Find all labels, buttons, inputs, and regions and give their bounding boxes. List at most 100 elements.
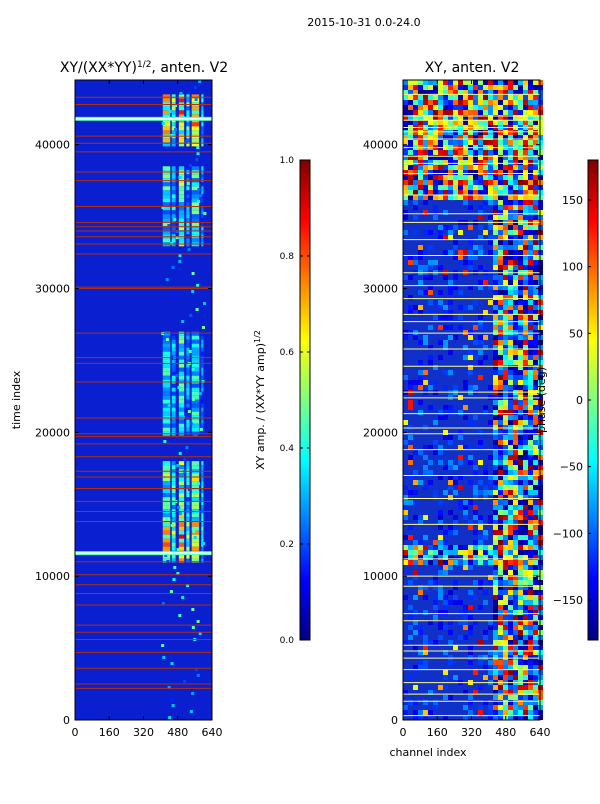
phase-cell — [513, 350, 518, 355]
phase-cell — [403, 150, 408, 155]
phase-cell — [453, 645, 458, 650]
amplitude-cell — [162, 214, 171, 219]
amplitude-cell — [186, 530, 190, 535]
phase-cell — [493, 525, 498, 530]
phase-cell — [533, 380, 538, 385]
phase-cell — [443, 225, 448, 230]
amplitude-cell — [171, 138, 176, 143]
amplitude-cell — [201, 546, 204, 551]
phase-cell — [418, 115, 423, 120]
phase-cell — [448, 105, 453, 110]
phase-cell — [433, 135, 438, 140]
phase-cell — [523, 490, 528, 495]
phase-cell — [498, 180, 503, 185]
phase-cell — [483, 170, 488, 175]
amplitude-speckle — [164, 554, 168, 557]
amplitude-cell — [178, 94, 185, 99]
phase-cell — [473, 490, 478, 495]
phase-cell — [493, 190, 498, 195]
phase-cell — [433, 185, 438, 190]
phase-cell — [523, 495, 528, 500]
phase-cell — [513, 130, 518, 135]
amplitude-cell — [178, 339, 185, 344]
phase-cell — [493, 380, 498, 385]
phase-cell — [503, 280, 508, 285]
phase-cell — [428, 480, 433, 485]
phase-cell — [488, 155, 493, 160]
phase-cell — [483, 130, 488, 135]
phase-cell — [463, 130, 468, 135]
phase-cell — [408, 160, 413, 165]
phase-cell — [493, 195, 498, 200]
phase-cell — [463, 250, 468, 255]
phase-cell — [448, 110, 453, 115]
phase-cell — [443, 715, 448, 720]
phase-cell — [433, 160, 438, 165]
amplitude-speckle — [195, 308, 199, 311]
phase-cell — [508, 130, 513, 135]
phase-cell — [528, 605, 533, 610]
phase-cell — [438, 315, 443, 320]
amplitude-speckle — [176, 572, 180, 575]
phase-cell — [493, 205, 498, 210]
phase-cell — [493, 500, 498, 505]
phase-cell — [513, 710, 518, 715]
phase-cell — [448, 590, 453, 595]
amplitude-cell — [191, 427, 200, 432]
phase-cell — [513, 175, 518, 180]
phase-cell — [423, 135, 428, 140]
phase-cell — [428, 355, 433, 360]
phase-cell — [453, 600, 458, 605]
phase-cell — [503, 645, 508, 650]
phase-cell — [498, 340, 503, 345]
phase-cell — [513, 695, 518, 700]
phase-cell — [443, 235, 448, 240]
amplitude-speckle — [188, 350, 192, 353]
phase-cell — [508, 150, 513, 155]
phase-cell — [408, 100, 413, 105]
phase-cell — [508, 615, 513, 620]
phase-cell — [523, 215, 528, 220]
phase-cell — [438, 550, 443, 555]
phase-cell — [528, 140, 533, 145]
amplitude-cell — [178, 190, 185, 195]
phase-cell — [468, 445, 473, 450]
phase-cell — [418, 140, 423, 145]
phase-cell — [523, 320, 528, 325]
phase-cell — [523, 185, 528, 190]
phase-cell — [513, 655, 518, 660]
phase-cell — [498, 335, 503, 340]
phase-cell — [408, 525, 413, 530]
phase-cell — [468, 645, 473, 650]
phase-cell — [448, 155, 453, 160]
phase-cell — [433, 115, 438, 120]
phase-cell — [478, 540, 483, 545]
phase-cell — [413, 195, 418, 200]
amplitude-cell — [186, 226, 190, 231]
phase-cell — [428, 140, 433, 145]
phase-cell — [523, 100, 528, 105]
amplitude-speckle — [186, 584, 190, 587]
phase-cell — [528, 260, 533, 265]
phase-cell — [478, 210, 483, 215]
phase-cell — [418, 190, 423, 195]
colorbar-tick-label: 50 — [569, 327, 583, 340]
phase-cell — [463, 445, 468, 450]
phase-cell — [533, 155, 538, 160]
phase-cell — [518, 625, 523, 630]
amplitude-cell — [162, 343, 171, 348]
phase-cell — [493, 655, 498, 660]
amplitude-cell — [186, 427, 190, 432]
phase-cell — [413, 555, 418, 560]
phase-cell — [498, 505, 503, 510]
amplitude-cell — [171, 554, 176, 559]
phase-cell — [473, 105, 478, 110]
phase-cell — [528, 150, 533, 155]
phase-cell — [518, 340, 523, 345]
phase-cell — [493, 565, 498, 570]
phase-cell — [463, 500, 468, 505]
phase-cell — [508, 545, 513, 550]
amplitude-speckle — [178, 452, 182, 455]
phase-cell — [503, 580, 508, 585]
amplitude-cell — [171, 493, 176, 498]
